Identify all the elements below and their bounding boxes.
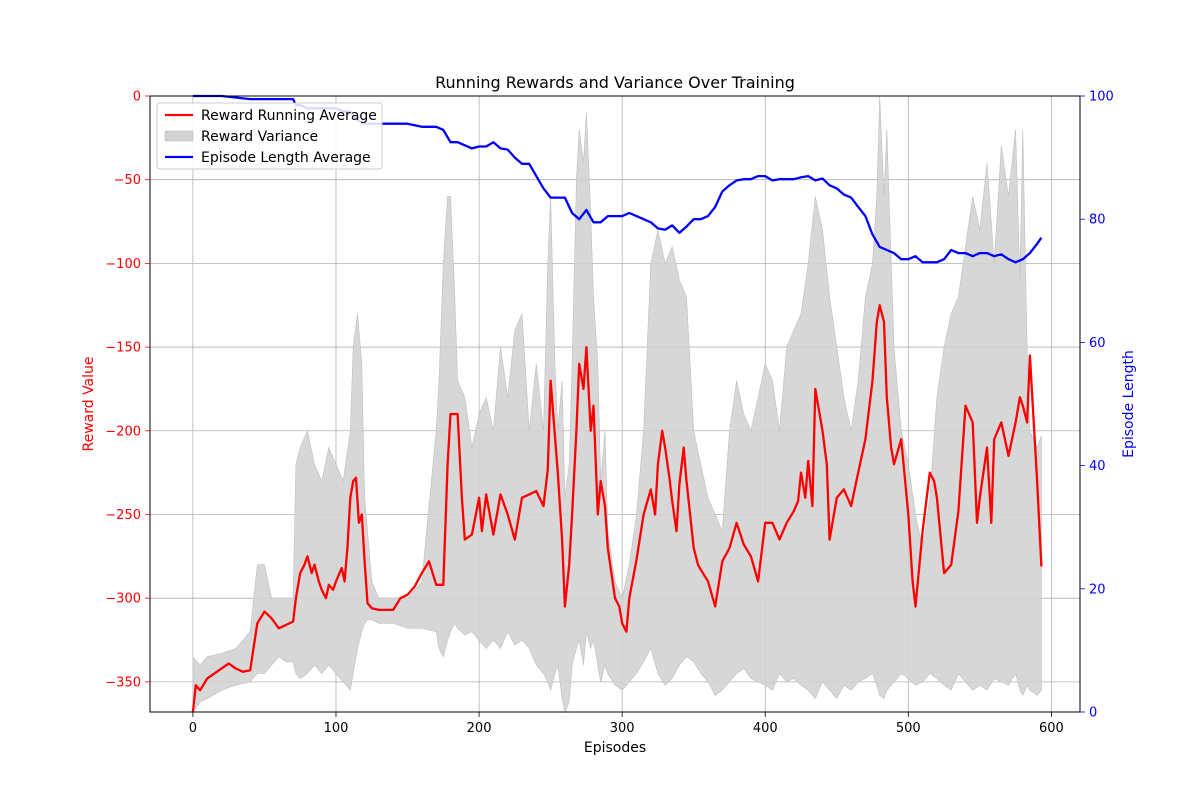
legend-label: Reward Running Average	[201, 108, 377, 124]
y-right-tick-label: 80	[1089, 213, 1106, 228]
y-right-tick-label: 60	[1089, 336, 1106, 351]
x-tick-label: 200	[467, 721, 492, 736]
x-tick-label: 600	[1039, 721, 1064, 736]
y-left-tick-label: −350	[105, 675, 141, 690]
y-right-tick-label: 20	[1089, 582, 1106, 597]
y-right-tick-label: 40	[1089, 459, 1106, 474]
legend-label: Episode Length Average	[201, 150, 371, 166]
reward-running-average-line	[191, 304, 1043, 713]
x-tick-label: 300	[610, 721, 635, 736]
y-right-axis-ticks: 0 20 40 60 80 100	[1080, 90, 1114, 721]
y-left-tick-label: −100	[105, 257, 141, 272]
y-right-axis-title: Episode Length	[1121, 350, 1137, 458]
x-tick-label: 500	[896, 721, 921, 736]
y-left-axis-title: Reward Value	[81, 356, 97, 451]
y-right-tick-label: 0	[1089, 706, 1097, 721]
legend-box	[156, 102, 383, 170]
y-left-tick-label: −200	[105, 424, 141, 439]
x-axis-ticks: 0 100 200 300 400 500 600	[189, 712, 1064, 736]
x-tick-label: 400	[753, 721, 778, 736]
legend: Reward Running Average Reward Variance Epi…	[156, 102, 383, 170]
x-tick-label: 0	[189, 721, 197, 736]
y-left-tick-label: −300	[105, 592, 141, 607]
y-left-tick-label: 0	[133, 90, 141, 105]
y-left-axis-ticks: 0 −50 −100 −150 −200 −250 −300 −350	[105, 90, 150, 690]
reward-variance-band	[192, 95, 1042, 713]
y-right-tick-label: 100	[1089, 90, 1114, 105]
x-tick-label: 100	[324, 721, 349, 736]
x-axis-title: Episodes	[584, 740, 646, 756]
plot-frame	[149, 95, 1081, 713]
y-left-tick-label: −250	[105, 508, 141, 523]
chart-title: Running Rewards and Variance Over Traini…	[435, 73, 795, 92]
legend-label: Reward Variance	[201, 129, 318, 145]
legend-patch-swatch	[164, 130, 194, 142]
y-left-tick-label: −150	[105, 341, 141, 356]
reward-variance-band-layer	[192, 95, 1042, 713]
y-left-tick-label: −50	[114, 173, 141, 188]
plot-area-border	[149, 95, 1081, 713]
